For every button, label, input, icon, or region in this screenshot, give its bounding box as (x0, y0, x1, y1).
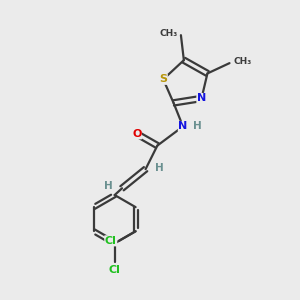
Text: CH₃: CH₃ (159, 29, 177, 38)
Text: S: S (159, 74, 167, 84)
Text: N: N (178, 122, 188, 131)
Text: H: H (193, 122, 202, 131)
Text: CH₃: CH₃ (233, 57, 251, 66)
Text: Cl: Cl (105, 236, 117, 246)
Text: O: O (132, 129, 141, 139)
Text: H: H (155, 163, 164, 173)
Text: H: H (104, 181, 113, 191)
Text: Cl: Cl (109, 265, 121, 275)
Text: N: N (197, 94, 206, 103)
